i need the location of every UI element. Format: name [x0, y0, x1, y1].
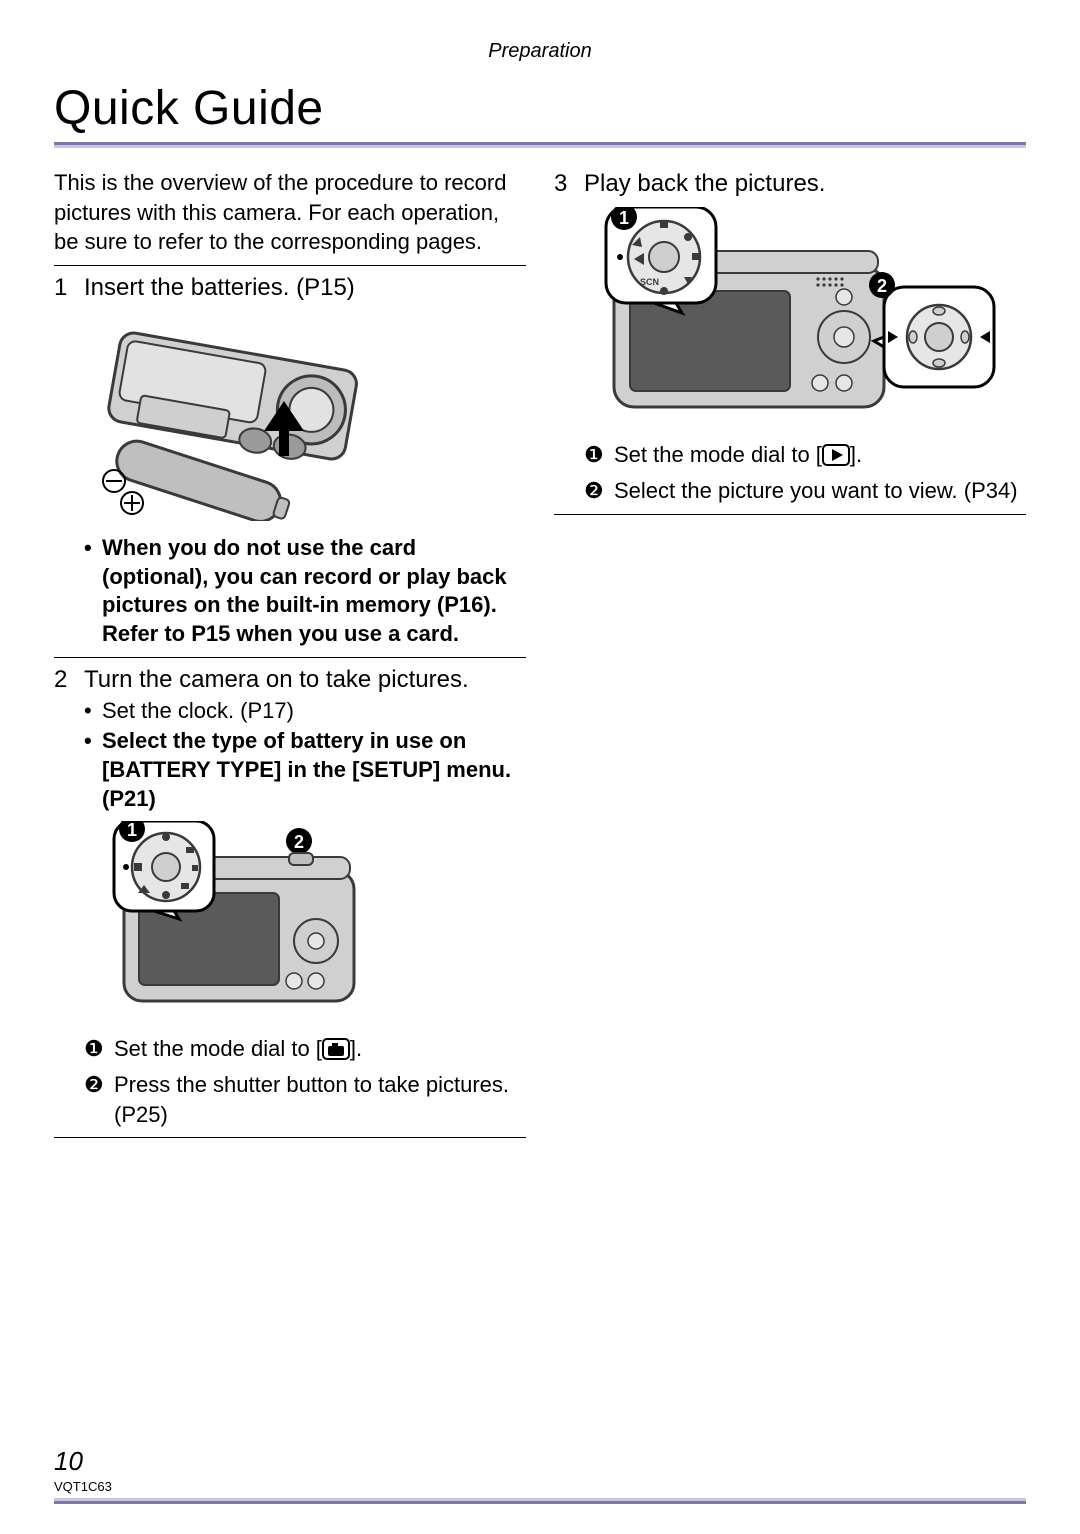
step-1-body: • When you do not use the card (optional… — [54, 311, 526, 648]
page-title: Quick Guide — [54, 81, 1026, 136]
step-title: Turn the camera on to take pictures. — [84, 664, 526, 695]
page-footer: 10 VQT1C63 — [54, 1446, 1026, 1504]
bullet-dot-icon: • — [84, 697, 94, 726]
step-3-sub-2: ❷ Select the picture you want to view. (… — [584, 476, 1026, 506]
step-2-bullet-2: • Select the type of battery in use on [… — [84, 727, 526, 813]
sub-text: Press the shutter button to take picture… — [114, 1070, 526, 1129]
svg-text:2: 2 — [877, 276, 887, 296]
playback-illustration: SCN 1 — [584, 207, 1026, 432]
step-1-heading: 1 Insert the batteries. (P15) — [54, 272, 526, 303]
intro-text: This is the overview of the procedure to… — [54, 168, 526, 257]
document-code: VQT1C63 — [54, 1479, 1026, 1494]
section-label: Preparation — [54, 40, 1026, 63]
svg-text:1: 1 — [127, 821, 137, 840]
svg-text:1: 1 — [619, 208, 629, 228]
step-number: 3 — [554, 168, 574, 199]
divider — [54, 657, 526, 658]
step-3-body: SCN 1 — [554, 207, 1026, 505]
bullet-dot-icon: • — [84, 727, 94, 813]
step-3-sub-1: ❶ Set the mode dial to []. — [584, 440, 1026, 474]
step-number: 2 — [54, 664, 74, 695]
turn-on-camera-illustration: 2 — [84, 821, 526, 1026]
circled-one-icon: ❶ — [84, 1034, 108, 1068]
circled-one-icon: ❶ — [584, 440, 608, 474]
camera-mode-icon — [322, 1038, 350, 1068]
step-1-bullet: • When you do not use the card (optional… — [84, 534, 526, 648]
content-columns: This is the overview of the procedure to… — [54, 168, 1026, 1144]
sub-text-post: ]. — [850, 442, 862, 467]
left-column: This is the overview of the procedure to… — [54, 168, 526, 1144]
step-title: Insert the batteries. (P15) — [84, 272, 526, 303]
sub-text: Select the picture you want to view. (P3… — [614, 476, 1026, 506]
sub-text-pre: Set the mode dial to [ — [114, 1036, 322, 1061]
sub-text-pre: Set the mode dial to [ — [614, 442, 822, 467]
right-column: 3 Play back the pictures. — [554, 168, 1026, 1144]
bullet-dot-icon: • — [84, 534, 94, 648]
bullet-text: When you do not use the card (optional),… — [102, 534, 526, 648]
circled-two-icon: ❷ — [84, 1070, 108, 1129]
step-2-sub-1: ❶ Set the mode dial to []. — [84, 1034, 526, 1068]
divider — [54, 1137, 526, 1138]
svg-text:2: 2 — [294, 832, 304, 852]
step-2-heading: 2 Turn the camera on to take pictures. — [54, 664, 526, 695]
step-2-bullet-1: • Set the clock. (P17) — [84, 697, 526, 726]
step-number: 1 — [54, 272, 74, 303]
title-rule — [54, 142, 1026, 148]
step-2-sub-2: ❷ Press the shutter button to take pictu… — [84, 1070, 526, 1129]
svg-text:SCN: SCN — [640, 277, 659, 287]
circled-two-icon: ❷ — [584, 476, 608, 506]
step-title: Play back the pictures. — [584, 168, 1026, 199]
divider — [554, 514, 1026, 515]
bullet-text: Select the type of battery in use on [BA… — [102, 727, 526, 813]
insert-batteries-illustration — [84, 311, 526, 526]
sub-text: Set the mode dial to []. — [114, 1034, 526, 1068]
manual-page: Preparation Quick Guide This is the over… — [0, 0, 1080, 1534]
bullet-text: Set the clock. (P17) — [102, 697, 294, 726]
divider — [54, 265, 526, 266]
play-mode-icon — [822, 444, 850, 474]
page-number: 10 — [54, 1446, 1026, 1477]
step-2-body: • Set the clock. (P17) • Select the type… — [54, 697, 526, 1129]
sub-text: Set the mode dial to []. — [614, 440, 1026, 474]
footer-rule — [54, 1498, 1026, 1504]
step-3-heading: 3 Play back the pictures. — [554, 168, 1026, 199]
sub-text-post: ]. — [350, 1036, 362, 1061]
